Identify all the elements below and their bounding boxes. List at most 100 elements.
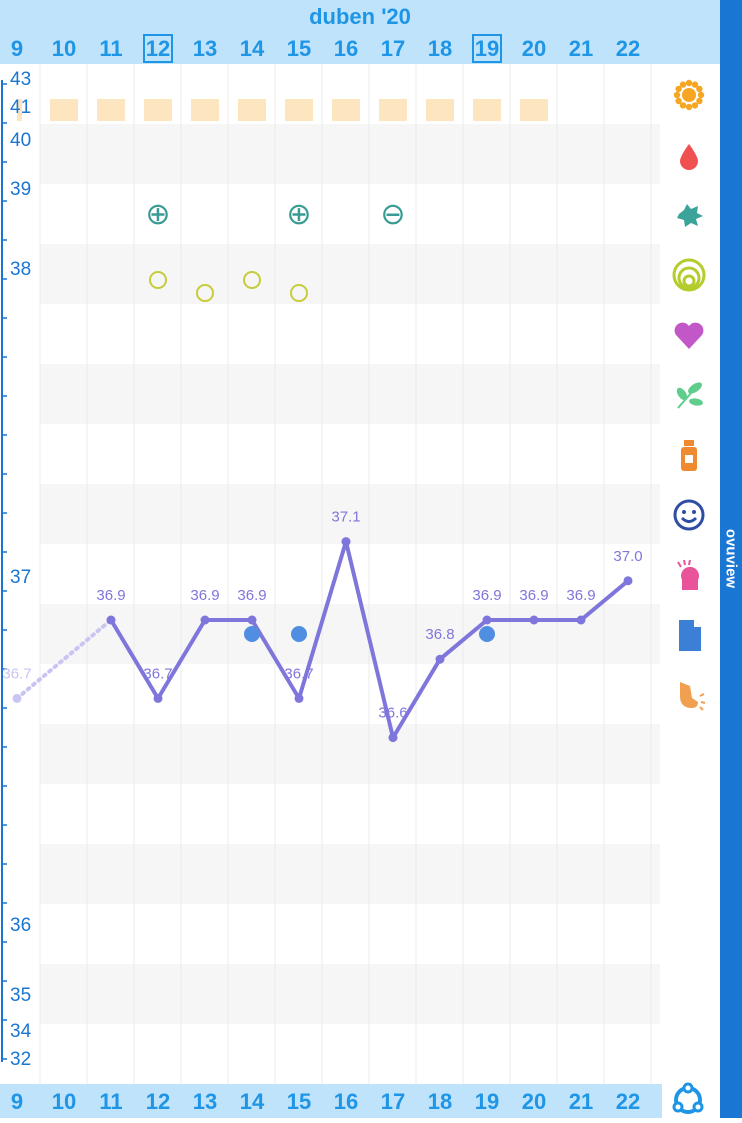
intercourse-dot <box>479 626 495 642</box>
day-label[interactable]: 10 <box>51 36 77 61</box>
day-label[interactable]: 10 <box>51 1089 77 1114</box>
note-icon[interactable] <box>670 616 708 654</box>
fertile-day-marker <box>17 99 22 121</box>
cervix-marker <box>149 271 167 289</box>
day-label[interactable]: 14 <box>239 1089 265 1114</box>
temperature-point <box>106 615 116 625</box>
day-label[interactable]: 17 <box>380 1089 406 1114</box>
head-ache-icon[interactable] <box>670 556 708 594</box>
cervix-marker <box>290 284 308 302</box>
temperature-value-label: 36.9 <box>190 587 219 604</box>
day-label[interactable]: 9 <box>10 36 24 61</box>
temperature-value-label: 36.7 <box>2 665 31 682</box>
grid-band <box>40 124 660 184</box>
footer-bar <box>0 1084 662 1118</box>
day-label[interactable]: 18 <box>427 36 453 61</box>
temperature-point <box>12 693 22 703</box>
day-label[interactable]: 19 <box>467 34 507 63</box>
day-label[interactable]: 16 <box>333 1089 359 1114</box>
temperature-point <box>247 615 257 625</box>
splash-icon[interactable] <box>670 196 708 234</box>
fertile-day-marker <box>520 99 548 121</box>
side-strip <box>720 0 742 1118</box>
grid-band <box>40 724 660 784</box>
day-label[interactable]: 13 <box>192 36 218 61</box>
y-tick-label: 41 <box>10 97 32 118</box>
pill-bottle-icon[interactable] <box>670 436 708 474</box>
temperature-point <box>153 693 163 703</box>
day-label[interactable]: 12 <box>145 1089 171 1114</box>
day-label[interactable]: 20 <box>521 1089 547 1114</box>
intercourse-dot <box>291 626 307 642</box>
test-result-negative: ⊖ <box>380 197 405 232</box>
fertile-day-marker <box>379 99 407 121</box>
temperature-value-label: 36.9 <box>96 587 125 604</box>
day-label[interactable]: 19 <box>474 1089 500 1114</box>
cervix-marker <box>196 284 214 302</box>
day-label[interactable]: 18 <box>427 1089 453 1114</box>
temperature-point <box>341 537 351 547</box>
temperature-chart[interactable]: 36.7 36.9 36.7 36.9 36.9 36.7 37.1 36.6 36.8 36.9… <box>0 0 720 1118</box>
breast-icon[interactable] <box>670 676 708 714</box>
smiley-icon[interactable] <box>670 496 708 534</box>
temperature-point <box>435 654 445 664</box>
brand-label-container: ovuview <box>720 500 742 620</box>
cervix-rings-icon[interactable] <box>670 256 708 294</box>
blood-drop-icon[interactable] <box>670 136 708 174</box>
fertile-day-marker <box>473 99 501 121</box>
day-label[interactable]: 11 <box>99 36 123 61</box>
temperature-line <box>109 539 630 740</box>
leaf-icon[interactable] <box>670 376 708 414</box>
day-label[interactable]: 22 <box>615 1089 641 1114</box>
temperature-point <box>388 733 398 743</box>
day-label[interactable]: 9 <box>10 1089 24 1114</box>
fertile-day-marker <box>191 99 219 121</box>
y-tick-label: 37 <box>10 567 32 588</box>
temperature-point <box>200 615 210 625</box>
y-tick-label: 34 <box>10 1021 32 1042</box>
brand-label: ovuview <box>722 528 740 589</box>
day-label[interactable]: 21 <box>568 36 594 61</box>
sync-icon[interactable] <box>670 1082 706 1118</box>
test-result-positive: ⊕ <box>286 197 311 232</box>
temperature-point <box>576 615 586 625</box>
y-tick-label: 38 <box>10 259 32 280</box>
sun-icon[interactable] <box>670 76 708 114</box>
fertile-day-marker <box>426 99 454 121</box>
temperature-line-dotted <box>15 618 113 701</box>
y-tick-label: 32 <box>10 1049 32 1070</box>
temperature-value-label: 36.7 <box>284 665 313 682</box>
grid-band <box>40 364 660 424</box>
temperature-value-label: 36.9 <box>472 587 501 604</box>
fertile-day-marker <box>144 99 172 121</box>
temperature-point <box>623 576 633 586</box>
day-label[interactable]: 17 <box>380 36 406 61</box>
y-tick-label: 39 <box>10 179 32 200</box>
grid-band <box>40 964 660 1024</box>
intercourse-dot <box>244 626 260 642</box>
temperature-value-label: 36.8 <box>425 626 454 643</box>
day-label[interactable]: 22 <box>615 36 641 61</box>
heart-icon[interactable] <box>670 316 708 354</box>
temperature-point <box>294 693 304 703</box>
fertile-day-marker <box>332 99 360 121</box>
grid-band <box>40 844 660 904</box>
day-label[interactable]: 20 <box>521 36 547 61</box>
day-label[interactable]: 13 <box>192 1089 218 1114</box>
temperature-point <box>529 615 539 625</box>
day-label[interactable]: 16 <box>333 36 359 61</box>
fertile-day-marker <box>97 99 125 121</box>
grid-band <box>40 244 660 304</box>
test-result-positive: ⊕ <box>145 197 170 232</box>
day-label[interactable]: 12 <box>138 34 178 63</box>
day-label[interactable]: 15 <box>286 36 312 61</box>
month-title: duben '20 <box>309 4 411 29</box>
day-label[interactable]: 21 <box>568 1089 594 1114</box>
temperature-value-label: 36.9 <box>519 587 548 604</box>
header-bar: duben '20 <box>0 0 720 64</box>
fertile-day-marker <box>285 99 313 121</box>
day-label[interactable]: 14 <box>239 36 265 61</box>
temperature-value-label: 36.6 <box>378 705 407 722</box>
day-label[interactable]: 11 <box>99 1089 123 1114</box>
day-label[interactable]: 15 <box>286 1089 312 1114</box>
